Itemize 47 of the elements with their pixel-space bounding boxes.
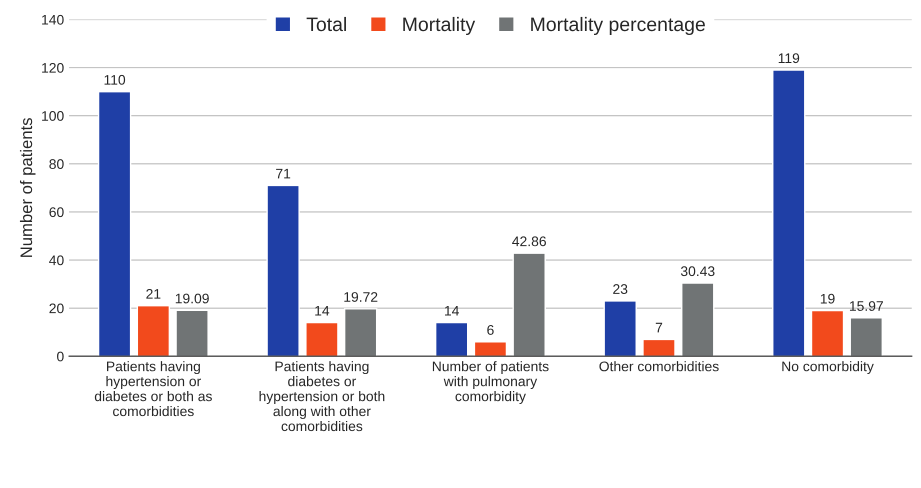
data-label: 23 (613, 284, 628, 294)
y-tick-label: 120 (42, 62, 64, 73)
bar (434, 322, 468, 356)
data-label: 119 (778, 53, 800, 64)
legend-label: Mortality (403, 16, 476, 36)
bar (136, 305, 170, 356)
y-tick-label: 100 (42, 111, 64, 121)
y-axis-title: Number of patients (20, 118, 36, 257)
data-label: 19 (820, 294, 835, 304)
x-tick-label: Number of patients with pulmonary comorbidity (432, 361, 549, 404)
bar (850, 317, 883, 356)
x-tick-label: No comorbidity (782, 361, 874, 374)
y-tick-label: 40 (49, 255, 64, 266)
bar (305, 322, 339, 356)
bar (474, 341, 508, 356)
data-label: 14 (315, 306, 330, 316)
bar (642, 338, 676, 356)
data-label: 19.09 (176, 294, 209, 304)
bar (266, 184, 300, 356)
data-label: 110 (104, 74, 126, 85)
data-label: 15.97 (850, 301, 883, 311)
data-label: 14 (445, 306, 459, 316)
x-tick-label: Other comorbidities (599, 361, 719, 372)
bar (681, 282, 714, 356)
bar (604, 300, 637, 356)
bar (512, 252, 546, 356)
x-tick-label: Patients having hypertension or diabetes or both as comorbidities (94, 361, 212, 416)
y-tick-label: 80 (49, 159, 64, 169)
data-label: 71 (276, 168, 290, 178)
bar (772, 69, 806, 356)
y-tick-label: 140 (42, 14, 64, 25)
bar (175, 310, 209, 356)
x-tick-label: Patients having diabetes or hypertension or both along with other comorbidities (260, 361, 384, 432)
data-label: 19.72 (344, 292, 378, 302)
data-label: 21 (146, 288, 160, 299)
data-label: 6 (487, 325, 494, 335)
y-tick-label: 60 (49, 207, 64, 218)
legend-label: Total (306, 16, 346, 32)
data-label: 30.43 (680, 266, 715, 276)
bar (98, 90, 132, 356)
bar (344, 308, 378, 356)
y-tick-label: 20 (49, 303, 64, 314)
data-label: 42.86 (512, 236, 546, 246)
y-tick-label: 0 (57, 352, 64, 362)
bar (810, 310, 844, 356)
data-label: 7 (656, 322, 662, 332)
legend-label: Mortality percentage (531, 16, 705, 36)
